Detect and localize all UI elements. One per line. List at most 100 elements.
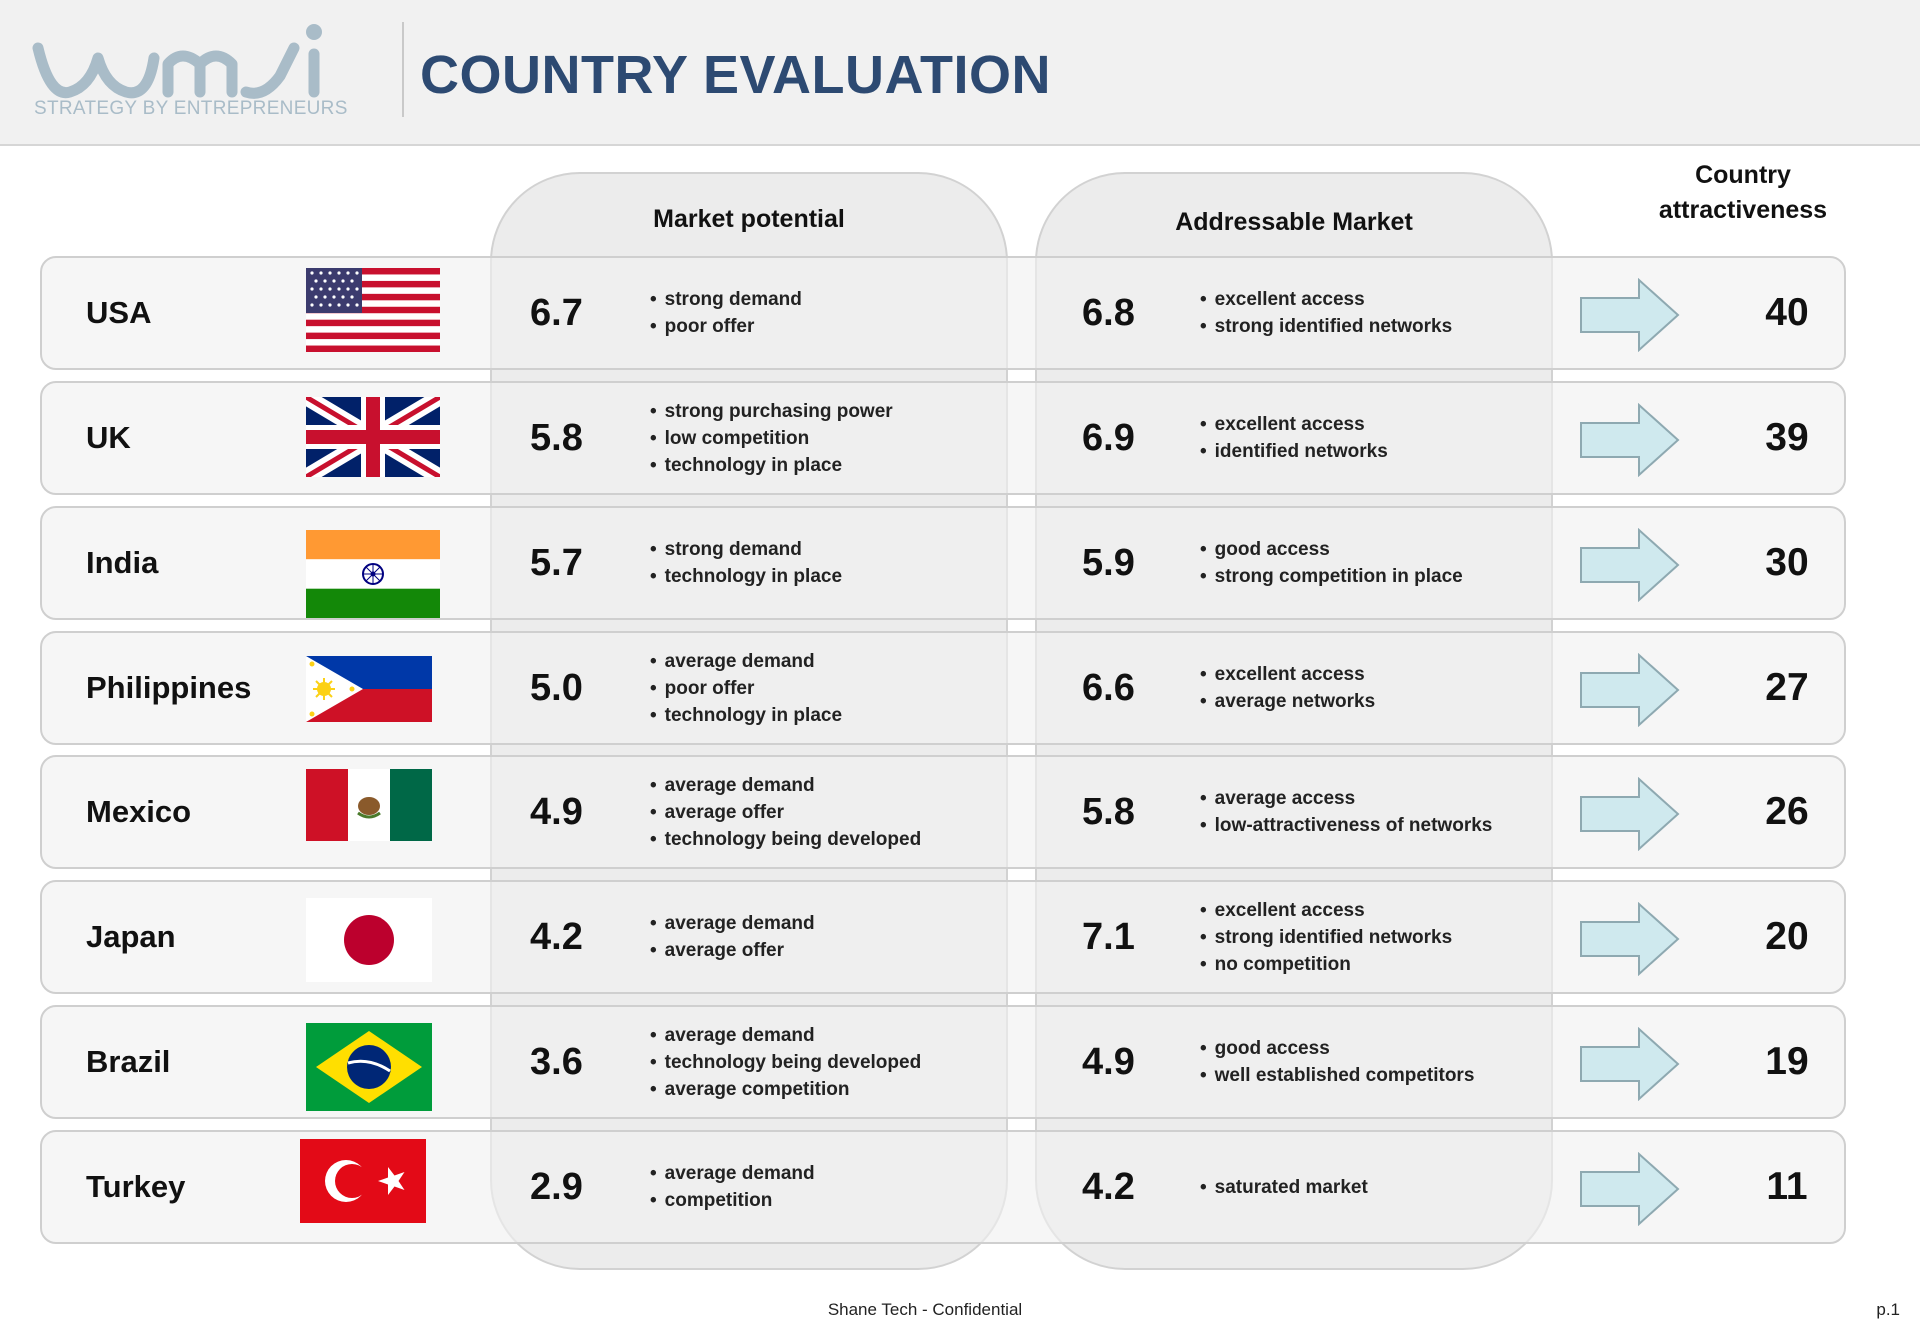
market-note: average competition — [650, 1076, 921, 1103]
addressable-market-score: 5.8 — [1082, 790, 1135, 833]
addressable-market-score: 6.9 — [1082, 416, 1135, 459]
turkey-flag-icon — [300, 1139, 426, 1223]
country-name: Mexico — [86, 794, 192, 829]
country-name: Philippines — [86, 670, 252, 705]
uk-flag-icon — [306, 397, 440, 477]
usa-flag-icon — [306, 268, 440, 352]
market-potential-score: 4.2 — [530, 915, 583, 958]
header-divider — [402, 22, 404, 117]
page-number: p.1 — [1876, 1300, 1900, 1319]
attractiveness-score: 11 — [1766, 1165, 1808, 1208]
address-note: good access — [1200, 1035, 1474, 1062]
right-arrow-icon — [1580, 528, 1680, 602]
country-row-philippines: Philippines 5.0 average demand poor offe… — [40, 631, 1846, 745]
market-potential-notes: average demand competition — [650, 1132, 815, 1242]
mexico-flag-icon — [306, 769, 432, 841]
footer-confidential: Shane Tech - Confidential — [827, 1300, 1023, 1319]
addressable-market-notes: excellent access strong identified netwo… — [1200, 258, 1453, 368]
country-row-mexico: Mexico 4.9 average demand average offer … — [40, 755, 1846, 869]
market-note: average demand — [650, 648, 842, 675]
address-note: low-attractiveness of networks — [1200, 812, 1493, 839]
market-note: technology being developed — [650, 1049, 922, 1076]
address-note: no competition — [1200, 951, 1452, 978]
address-note: average networks — [1200, 688, 1376, 715]
brazil-flag-icon — [306, 1023, 432, 1111]
addressable-market-score: 4.2 — [1082, 1165, 1135, 1208]
logo-tagline: STRATEGY BY ENTREPRENEURS — [34, 98, 348, 119]
addressable-market-score: 5.9 — [1082, 541, 1135, 584]
page-title: COUNTRY EVALUATION — [420, 45, 1052, 105]
right-arrow-icon — [1580, 902, 1680, 976]
market-potential-notes: average demand average offer — [650, 882, 815, 992]
attractiveness-score: 26 — [1765, 790, 1809, 833]
market-note: average demand — [650, 772, 921, 799]
market-note: average demand — [650, 1160, 815, 1187]
address-note: strong competition in place — [1200, 563, 1463, 590]
market-note: competition — [650, 1187, 815, 1214]
philippines-flag-icon — [306, 656, 432, 722]
addressable-market-notes: excellent access strong identified netwo… — [1200, 882, 1453, 992]
address-note: excellent access — [1200, 286, 1452, 313]
addressable-market-header: Addressable Market — [1175, 208, 1413, 236]
attractiveness-score: 40 — [1765, 291, 1809, 334]
market-potential-notes: average demand poor offer technology in … — [650, 633, 842, 743]
right-arrow-icon — [1580, 777, 1680, 851]
market-potential-notes: average demand technology being develope… — [650, 1007, 922, 1117]
market-note: low competition — [650, 425, 893, 452]
market-note: average demand — [650, 1022, 921, 1049]
addressable-market-score: 4.9 — [1082, 1040, 1135, 1083]
wmi-logo — [32, 24, 322, 99]
market-note: technology in place — [650, 452, 893, 479]
address-note: identified networks — [1200, 438, 1388, 465]
right-arrow-icon — [1580, 1027, 1680, 1101]
market-potential-score: 6.7 — [530, 291, 583, 334]
address-note: excellent access — [1200, 661, 1375, 688]
address-note: average access — [1200, 785, 1492, 812]
address-note: strong identified networks — [1200, 924, 1453, 951]
country-name: Japan — [86, 919, 176, 954]
address-note: good access — [1200, 536, 1463, 563]
right-arrow-icon — [1580, 1152, 1680, 1226]
addressable-market-notes: excellent access average networks — [1200, 633, 1376, 743]
market-note: average offer — [650, 799, 921, 826]
addressable-market-notes: average access low-attractiveness of net… — [1200, 757, 1493, 867]
market-note: technology being developed — [650, 826, 922, 853]
addressable-market-score: 6.8 — [1082, 291, 1135, 334]
country-row-turkey: Turkey 2.9 average demand competition 4.… — [40, 1130, 1846, 1244]
market-note: strong demand — [650, 536, 842, 563]
market-potential-score: 5.7 — [530, 541, 583, 584]
address-note: strong identified networks — [1200, 313, 1453, 340]
market-note: average offer — [650, 937, 815, 964]
addressable-market-score: 6.6 — [1082, 666, 1135, 709]
market-note: poor offer — [650, 313, 802, 340]
right-arrow-icon — [1580, 653, 1680, 727]
country-name: Brazil — [86, 1044, 171, 1079]
japan-flag-icon — [306, 898, 432, 982]
attractiveness-score: 27 — [1765, 666, 1809, 709]
attractiveness-score: 19 — [1765, 1040, 1809, 1083]
market-note: strong purchasing power — [650, 398, 893, 425]
address-note: saturated market — [1200, 1174, 1368, 1201]
address-note: excellent access — [1200, 897, 1452, 924]
india-flag-icon — [306, 530, 440, 618]
page-header: STRATEGY BY ENTREPRENEURS COUNTRY EVALUA… — [0, 0, 1920, 146]
market-potential-notes: average demand average offer technology … — [650, 757, 922, 867]
market-potential-score: 5.0 — [530, 666, 583, 709]
addressable-market-score: 7.1 — [1082, 915, 1135, 958]
right-arrow-icon — [1580, 278, 1680, 352]
country-name: India — [86, 545, 159, 580]
country-name: USA — [86, 295, 152, 330]
address-note: well established competitors — [1200, 1062, 1475, 1089]
addressable-market-notes: saturated market — [1200, 1132, 1368, 1242]
market-note: technology in place — [650, 563, 842, 590]
attractiveness-score: 20 — [1765, 915, 1809, 958]
country-row-japan: Japan 4.2 average demand average offer 7… — [40, 880, 1846, 994]
market-note: strong demand — [650, 286, 802, 313]
country-row-uk: UK 5.8 strong purchasing power low compe… — [40, 381, 1846, 495]
market-potential-score: 5.8 — [530, 416, 583, 459]
right-arrow-icon — [1580, 403, 1680, 477]
market-potential-score: 4.9 — [530, 790, 583, 833]
country-name: Turkey — [86, 1169, 186, 1204]
market-note: average demand — [650, 910, 815, 937]
market-potential-notes: strong demand technology in place — [650, 508, 842, 618]
